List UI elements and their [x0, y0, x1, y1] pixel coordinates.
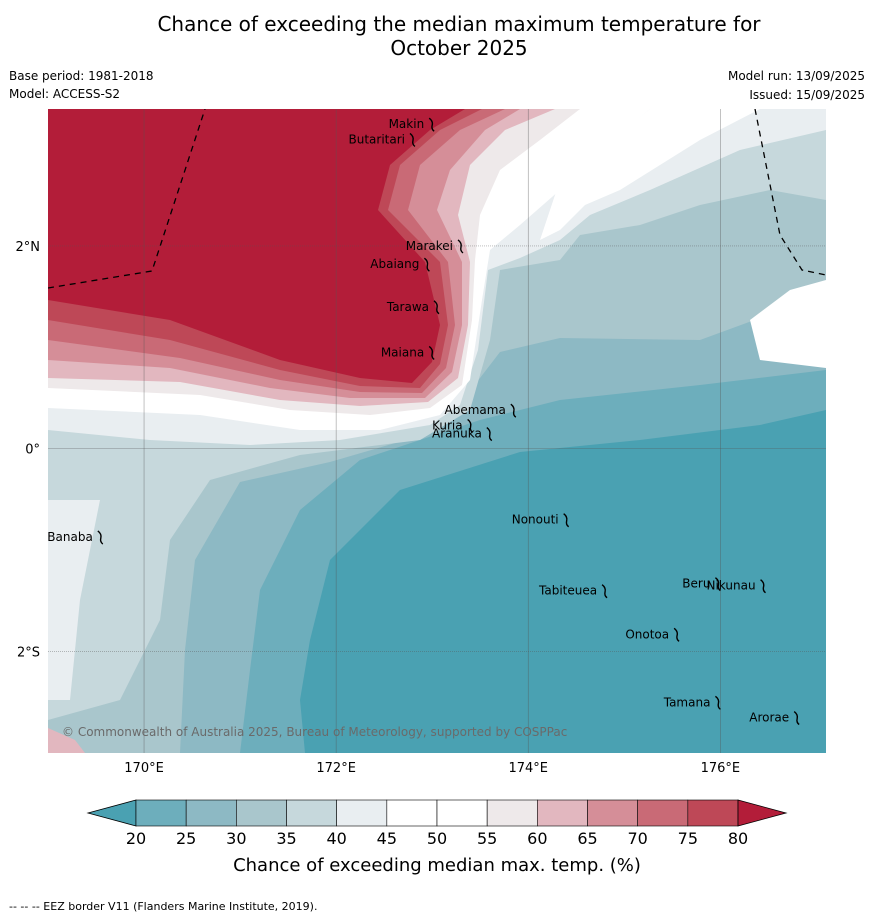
- lat-tick-label: 0°: [25, 443, 40, 458]
- colorbar-tick-label: 60: [527, 829, 547, 848]
- colorbar-segment: [486, 799, 538, 827]
- colorbar-segment: [637, 799, 689, 827]
- colorbar-tick-label: 75: [678, 829, 698, 848]
- island-outline: [486, 426, 493, 442]
- island-outline: [673, 627, 680, 642]
- colorbar-segment: [436, 799, 488, 827]
- island-outline: [97, 530, 104, 545]
- colorbar-segment: [185, 799, 237, 827]
- axis-tick-labels: 170°E 172°E 174°E 176°E 2°N 0° 2°S: [16, 240, 741, 776]
- island-outline: [423, 257, 430, 272]
- colorbar-segment: [286, 799, 337, 827]
- island-outline: [760, 579, 766, 594]
- colorbar-segment: [587, 799, 638, 827]
- colorbar-tick-label: 50: [427, 829, 447, 848]
- issued-date: Issued: 15/09/2025: [749, 88, 865, 102]
- lat-tick-label: 2°N: [16, 240, 41, 255]
- colorbar-max-extension: [737, 799, 788, 827]
- island-outline: [409, 132, 416, 148]
- colorbar-tick-label: 65: [577, 829, 597, 848]
- colorbar-tick-label: 45: [377, 829, 397, 848]
- place-label: Onotoa: [625, 627, 669, 641]
- title-line-2: October 2025: [390, 36, 528, 60]
- colorbar-tick-label: 20: [126, 829, 146, 848]
- island-outline: [714, 577, 721, 592]
- colorbar-segment: [336, 799, 388, 827]
- place-label: Kuria: [432, 418, 463, 432]
- lon-tick-label: 174°E: [508, 761, 548, 776]
- island-outline: [563, 513, 570, 528]
- band-50-55-north: [540, 109, 760, 240]
- colorbar-tick-label: 40: [326, 829, 346, 848]
- place-label: Arorae: [749, 711, 789, 725]
- place-label: Tarawa: [386, 300, 429, 314]
- probability-field: [48, 109, 826, 753]
- place-label: Makin: [389, 117, 425, 131]
- island-outline: [510, 403, 517, 418]
- islands: [97, 117, 800, 726]
- place-label: Abemama: [445, 403, 506, 417]
- band-60-65-southwest: [48, 728, 85, 753]
- island-outline: [428, 117, 435, 132]
- island-outline: [601, 584, 608, 599]
- place-label: Nonouti: [512, 513, 559, 527]
- place-label: Abaiang: [370, 257, 419, 271]
- place-label: Tabiteuea: [538, 584, 597, 598]
- colorbar-segment: [386, 799, 438, 827]
- island-outline: [428, 345, 435, 360]
- lon-tick-label: 170°E: [124, 761, 164, 776]
- place-label: Beru: [682, 577, 710, 591]
- gridlines: [48, 109, 826, 753]
- island-outline: [457, 239, 464, 254]
- eez-legend-note: -- -- -- EEZ border V11 (Flanders Marine…: [9, 900, 318, 913]
- island-outline: [714, 695, 721, 710]
- eez-border-west: [48, 109, 206, 289]
- lon-tick-label: 172°E: [316, 761, 356, 776]
- copyright-note: © Commonwealth of Australia 2025, Bureau…: [62, 725, 567, 739]
- place-label: Butaritari: [348, 132, 405, 146]
- colorbar-segment: [537, 799, 588, 827]
- place-label: Nikunau: [707, 579, 756, 593]
- colorbar-min-extension: [86, 799, 137, 827]
- colorbar-title: Chance of exceeding median max. temp. (%…: [233, 855, 641, 876]
- island-outline: [433, 300, 440, 315]
- band-50-55-east: [750, 280, 826, 368]
- colorbar-segment: [236, 799, 287, 827]
- colorbar-tick-label: 70: [627, 829, 647, 848]
- map-title: Chance of exceeding the median maximum t…: [0, 12, 873, 60]
- colorbar-segment: [135, 799, 187, 827]
- model-name: Model: ACCESS-S2: [9, 87, 121, 101]
- place-label: Banaba: [47, 530, 93, 544]
- colorbar-tick-label: 30: [226, 829, 246, 848]
- model-run: Model run: 13/09/2025: [727, 69, 865, 83]
- island-outline: [793, 710, 800, 726]
- place-label: Maiana: [381, 345, 424, 359]
- base-period: Base period: 1981-2018: [9, 69, 154, 83]
- lat-tick-label: 2°S: [17, 646, 40, 661]
- place-label: Aranuka: [432, 427, 482, 441]
- place-label: Marakei: [406, 239, 453, 253]
- colorbar-segment: [687, 799, 739, 827]
- colorbar-tick-label: 55: [477, 829, 497, 848]
- colorbar-tick-label: 35: [276, 829, 296, 848]
- island-outline: [467, 418, 474, 434]
- colorbar: 20 25 30 35 40 45 50 55 60 65 70 75 80: [86, 799, 788, 848]
- colorbar-tick-label: 80: [728, 829, 748, 848]
- place-label: Tamana: [663, 695, 711, 709]
- lon-tick-label: 176°E: [701, 761, 741, 776]
- title-line-1: Chance of exceeding the median maximum t…: [157, 12, 761, 36]
- colorbar-tick-label: 25: [176, 829, 196, 848]
